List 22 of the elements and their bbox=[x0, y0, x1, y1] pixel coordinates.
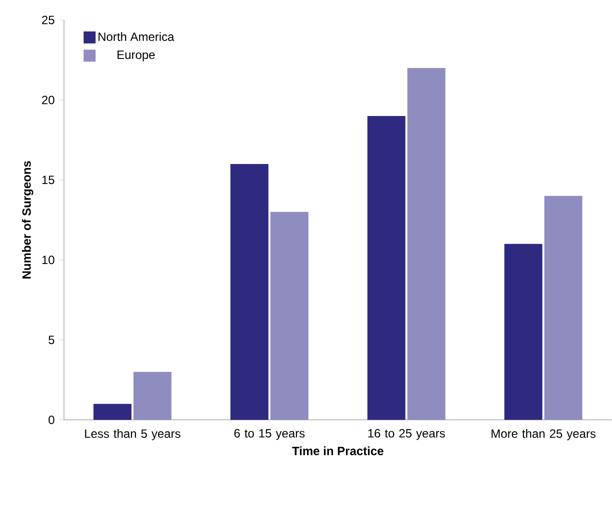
x-axis-title: Time in Practice bbox=[292, 446, 384, 456]
x-tick-label: 6 to 15 years bbox=[234, 429, 305, 440]
bar bbox=[504, 244, 542, 420]
x-tick-label: Less than 5 years bbox=[85, 429, 180, 440]
bar bbox=[133, 372, 172, 420]
x-tick-label: 16 to 25 years bbox=[368, 429, 445, 440]
x-tick-label: More than 25 years bbox=[492, 429, 596, 440]
y-tick-label: 10 bbox=[42, 256, 54, 264]
y-tick-label: 5 bbox=[48, 336, 54, 344]
legend-label: Europe bbox=[118, 50, 155, 62]
bar bbox=[93, 404, 132, 420]
bar bbox=[270, 212, 308, 420]
y-tick-label: 0 bbox=[48, 416, 54, 424]
bar bbox=[407, 68, 446, 420]
bar bbox=[367, 116, 406, 420]
bar bbox=[230, 164, 268, 420]
legend-label: North America bbox=[98, 32, 174, 42]
bar bbox=[544, 196, 582, 420]
y-axis-title: Number of Surgeons bbox=[22, 161, 34, 279]
y-tick-label: 15 bbox=[42, 176, 54, 184]
y-tick-label: 20 bbox=[42, 96, 54, 104]
y-tick-label: 25 bbox=[42, 16, 54, 24]
